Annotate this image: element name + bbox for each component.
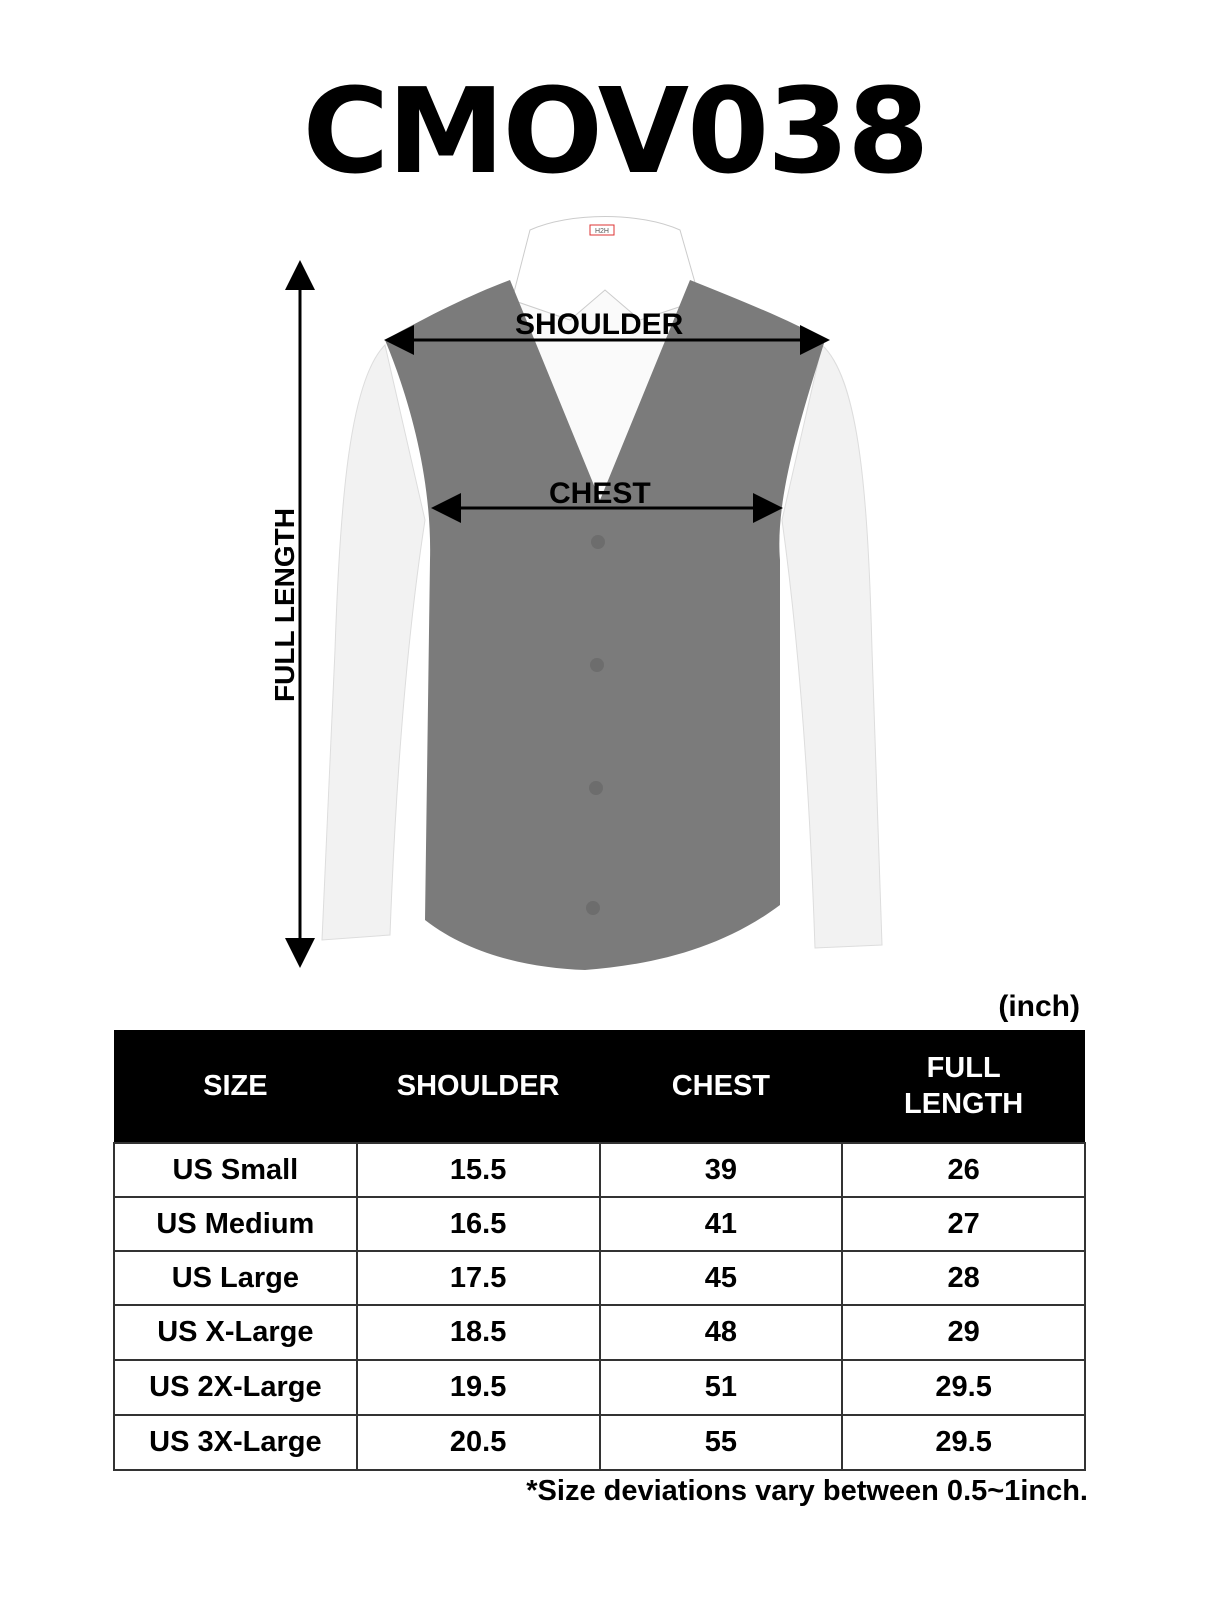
table-cell: 26: [841, 1142, 1086, 1198]
header-full-length: FULL LENGTH: [842, 1030, 1085, 1143]
table-cell: 15.5: [355, 1142, 601, 1198]
table-cell: 45: [598, 1250, 844, 1306]
table-cell: US X-Large: [113, 1304, 358, 1361]
chest-label: CHEST: [549, 477, 651, 510]
garment-illustration: H2H: [285, 216, 883, 970]
table-cell: 20.5: [355, 1414, 601, 1471]
table-cell: 55: [598, 1414, 844, 1471]
table-cell: 19.5: [355, 1359, 601, 1416]
table-cell: 51: [598, 1359, 844, 1416]
table-cell: 29.5: [841, 1414, 1086, 1471]
table-cell: 29: [841, 1304, 1086, 1361]
product-title: CMOV038: [302, 62, 930, 200]
shirt-collar: [511, 216, 701, 321]
table-cell: US Small: [113, 1142, 358, 1198]
table-cell: 48: [598, 1304, 844, 1361]
table-cell: 16.5: [355, 1196, 601, 1252]
table-row: US X-Large 18.5 48 29: [113, 1304, 1086, 1361]
left-sleeve: [321, 344, 426, 941]
table-row: US Large 17.5 45 28: [113, 1250, 1086, 1306]
table-cell: 18.5: [355, 1304, 601, 1361]
size-table: SIZE SHOULDER CHEST FULL LENGTH US Small…: [113, 1030, 1086, 1471]
svg-text:H2H: H2H: [595, 228, 609, 235]
table-cell: 41: [598, 1196, 844, 1252]
table-cell: US 3X-Large: [113, 1414, 358, 1471]
table-cell: 27: [841, 1196, 1086, 1252]
table-header-row: SIZE SHOULDER CHEST FULL LENGTH: [114, 1030, 1085, 1143]
right-sleeve: [781, 344, 883, 949]
unit-label: (inch): [998, 990, 1080, 1023]
shoulder-label: SHOULDER: [515, 308, 684, 341]
size-note: *Size deviations vary between 0.5~1inch.: [526, 1475, 1088, 1507]
header-chest: CHEST: [599, 1030, 843, 1143]
table-row: US Small 15.5 39 26: [113, 1142, 1086, 1198]
table-cell: US Large: [113, 1250, 358, 1306]
table-cell: US Medium: [113, 1196, 358, 1252]
header-size: SIZE: [114, 1030, 357, 1143]
vest: [385, 280, 825, 970]
table-row: US 2X-Large 19.5 51 29.5: [113, 1359, 1086, 1416]
header-shoulder: SHOULDER: [356, 1030, 600, 1143]
table-cell: 17.5: [355, 1250, 601, 1306]
table-cell: US 2X-Large: [113, 1359, 358, 1416]
full-length-label: FULL LENGTH: [269, 508, 300, 702]
table-cell: 28: [841, 1250, 1086, 1306]
table-cell: 29.5: [841, 1359, 1086, 1416]
table-row: US 3X-Large 20.5 55 29.5: [113, 1414, 1086, 1471]
table-row: US Medium 16.5 41 27: [113, 1196, 1086, 1252]
table-cell: 39: [598, 1142, 844, 1198]
